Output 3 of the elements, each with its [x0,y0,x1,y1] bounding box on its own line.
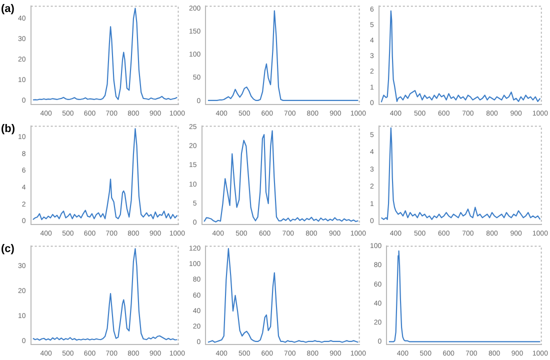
chart-title: (b) [1,123,16,135]
chart-title: (a) [1,3,14,15]
chart-title: (c) [1,243,14,255]
